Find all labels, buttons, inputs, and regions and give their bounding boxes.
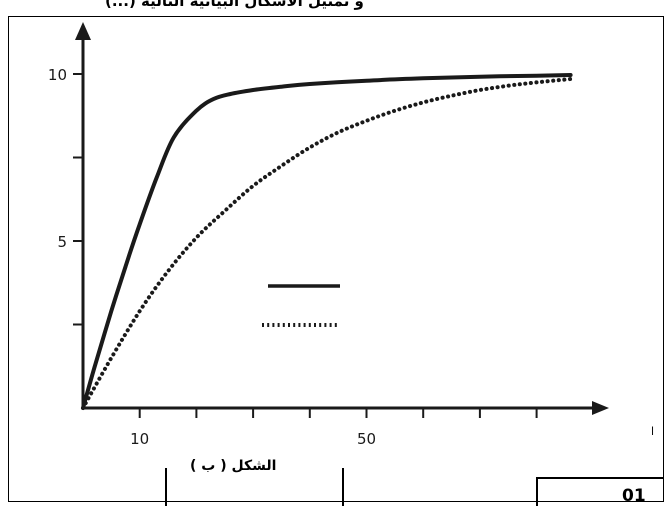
x-tick-label: 10 bbox=[130, 430, 149, 448]
number-box-top bbox=[536, 477, 664, 479]
stray-mark: ا bbox=[651, 425, 655, 438]
y-tick-label: 5 bbox=[57, 233, 67, 251]
series-line-dotted bbox=[81, 77, 573, 410]
number-box-left bbox=[536, 477, 538, 506]
x-tick-label: 50 bbox=[357, 430, 376, 448]
page-frame bbox=[8, 16, 664, 502]
legend bbox=[262, 284, 340, 327]
y-tick-label: 10 bbox=[48, 66, 67, 84]
chart-ticks: 10 50 5 10 bbox=[48, 66, 538, 448]
series-line-solid bbox=[81, 73, 573, 410]
y-axis-arrow bbox=[75, 22, 91, 40]
table-cell-divider-right bbox=[342, 468, 344, 506]
chart-axes bbox=[75, 22, 609, 415]
x-axis-arrow bbox=[592, 401, 609, 415]
figure-caption: الشكل ( ب ) bbox=[190, 458, 277, 474]
header-text: و تمثيل الأشكال البيانية التالية (...) bbox=[105, 0, 364, 10]
table-cell-divider-left bbox=[165, 468, 167, 506]
page-number: 01 bbox=[622, 486, 646, 506]
chart-series bbox=[81, 73, 573, 410]
side-blank-box bbox=[575, 118, 605, 153]
legend-label-box bbox=[355, 245, 515, 350]
